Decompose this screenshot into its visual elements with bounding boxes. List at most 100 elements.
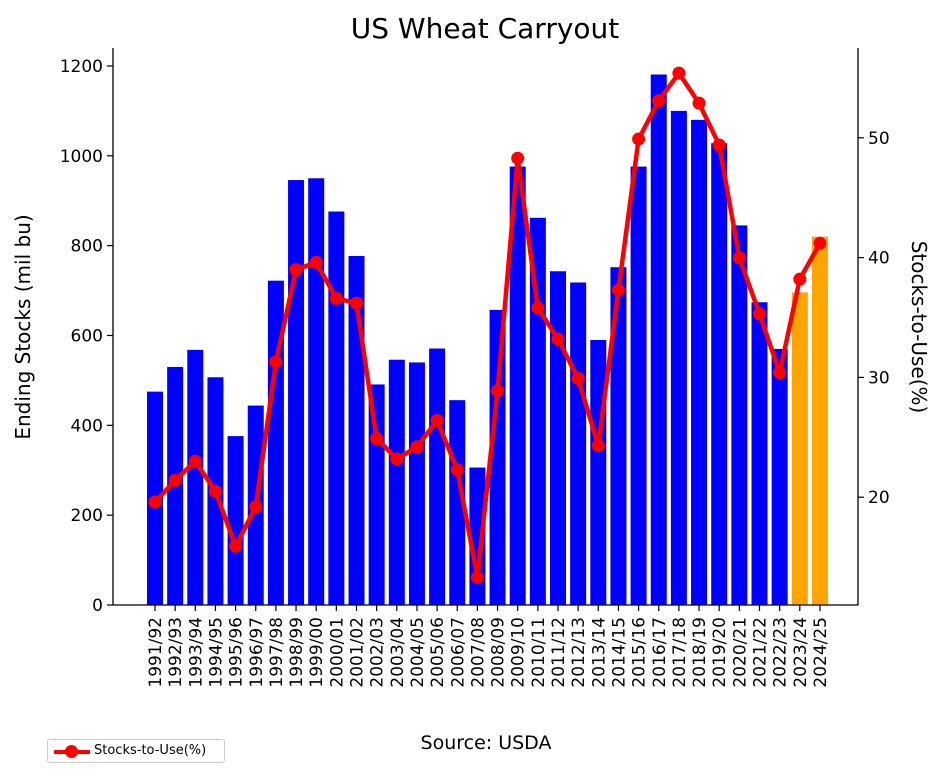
stocks-to-use-point-2012-13 xyxy=(571,372,585,386)
bar-2006-07 xyxy=(449,400,466,605)
bar-2021-22 xyxy=(751,302,768,605)
bar-2009-10 xyxy=(509,166,526,605)
stocks-to-use-point-2004-05 xyxy=(410,440,424,454)
left-ticks: 0 200 400 600 800 1000 1200 xyxy=(60,57,113,616)
stocks-to-use-point-2011-12 xyxy=(551,332,565,346)
x-tick-label: 2004/05 xyxy=(408,617,428,688)
x-tick-label: 2023/24 xyxy=(791,617,811,688)
stocks-to-use-point-1993-94 xyxy=(188,454,202,468)
stocks-to-use-point-1991-92 xyxy=(148,495,162,509)
stocks-to-use-point-2016-17 xyxy=(652,94,666,108)
stocks-to-use-point-2020-21 xyxy=(732,251,746,265)
x-tick-label: 2020/21 xyxy=(730,617,750,688)
x-tick-label: 2021/22 xyxy=(751,617,771,688)
left-tick-label: 400 xyxy=(71,416,103,436)
stocks-to-use-point-2000-01 xyxy=(329,291,343,305)
x-ticks: 1991/92 1992/93 1993/94 1994/95 1995/96 1996/… xyxy=(146,605,831,688)
x-tick-label: 1993/94 xyxy=(186,617,206,688)
x-tick-label: 2022/23 xyxy=(771,617,791,688)
x-tick-label: 2013/14 xyxy=(589,617,609,688)
bar-2014-15 xyxy=(610,267,627,605)
left-tick-label: 800 xyxy=(71,237,103,257)
stocks-to-use-point-2010-11 xyxy=(531,301,545,315)
stocks-to-use-point-2015-16 xyxy=(632,132,646,146)
bar-2017-18 xyxy=(670,110,687,606)
stocks-to-use-point-2006-07 xyxy=(450,463,464,477)
x-tick-label: 2002/03 xyxy=(368,617,388,688)
bar-2013-14 xyxy=(590,339,607,605)
axes xyxy=(112,48,859,606)
bar-2003-04 xyxy=(388,359,405,605)
right-tick-label: 20 xyxy=(868,488,890,508)
left-tick-label: 200 xyxy=(71,506,103,526)
stocks-to-use-point-2014-15 xyxy=(611,283,625,297)
legend-marker-swatch xyxy=(65,745,78,758)
stocks-to-use-point-2024-25 xyxy=(813,236,827,250)
x-tick-label: 2000/01 xyxy=(327,617,347,688)
chart-title: US Wheat Carryout xyxy=(351,12,620,45)
right-tick-label: 50 xyxy=(868,129,890,149)
x-tick-label: 1991/92 xyxy=(146,617,166,688)
x-tick-label: 2024/25 xyxy=(811,617,831,688)
legend: Stocks-to-Use(%) xyxy=(47,739,225,763)
bar-1995-96 xyxy=(227,436,244,605)
bar-1998-99 xyxy=(288,180,305,605)
bar-1993-94 xyxy=(187,349,204,605)
x-tick-label: 1995/96 xyxy=(227,617,247,688)
x-tick-label: 2012/13 xyxy=(569,617,589,688)
x-tick-label: 2009/10 xyxy=(509,617,529,688)
x-tick-label: 2001/02 xyxy=(348,617,368,688)
x-tick-label: 2008/09 xyxy=(489,617,509,688)
stocks-to-use-line xyxy=(153,70,822,580)
x-tick-label: 1997/98 xyxy=(267,617,287,688)
x-tick-label: 2014/15 xyxy=(609,617,629,688)
stocks-to-use-point-1992-93 xyxy=(168,473,182,487)
bar-2024-25 xyxy=(811,236,828,605)
stocks-to-use-point-2018-19 xyxy=(692,96,706,110)
stocks-to-use-point-2002-03 xyxy=(370,431,384,445)
legend-label: Stocks-to-Use(%) xyxy=(94,743,207,758)
bar-2018-19 xyxy=(691,119,708,605)
stocks-to-use-point-2022-23 xyxy=(773,366,787,380)
bar-2022-23 xyxy=(771,348,788,605)
stocks-to-use-point-1994-95 xyxy=(208,484,222,498)
bar-2020-21 xyxy=(731,225,748,605)
bar-2005-06 xyxy=(429,348,446,605)
x-tick-label: 2016/17 xyxy=(650,617,670,688)
x-tick-label: 2015/16 xyxy=(630,617,650,688)
bar-2002-03 xyxy=(368,384,385,605)
bars-layer xyxy=(147,74,828,606)
bar-2007-08 xyxy=(469,467,486,605)
source-note: Source: USDA xyxy=(420,732,552,754)
y-axis-label-right: Stocks-to-Use(%) xyxy=(907,241,931,414)
left-tick-label: 1200 xyxy=(60,57,103,77)
bar-2023-24 xyxy=(791,292,808,605)
stocks-to-use-point-1995-96 xyxy=(229,539,243,553)
stocks-to-use-point-2008-09 xyxy=(491,384,505,398)
x-tick-label: 2005/06 xyxy=(428,617,448,688)
bar-2008-09 xyxy=(489,309,506,605)
stocks-to-use-point-1999-00 xyxy=(309,255,323,269)
stocks-to-use-point-2007-08 xyxy=(470,570,484,584)
x-tick-label: 1996/97 xyxy=(247,617,267,688)
x-tick-label: 2010/11 xyxy=(529,617,549,688)
stocks-to-use-point-2003-04 xyxy=(390,452,404,466)
stocks-to-use-point-2017-18 xyxy=(672,66,686,80)
x-tick-label: 2006/07 xyxy=(448,617,468,688)
stocks-to-use-point-2001-02 xyxy=(350,296,363,310)
bar-2012-13 xyxy=(570,282,587,605)
line-layer xyxy=(148,66,827,584)
x-tick-label: 2018/19 xyxy=(690,617,710,688)
x-tick-label: 2003/04 xyxy=(388,617,408,688)
x-tick-label: 1994/95 xyxy=(206,617,226,688)
bar-2004-05 xyxy=(408,362,425,605)
right-tick-label: 30 xyxy=(868,368,890,388)
stocks-to-use-point-2009-10 xyxy=(511,151,525,165)
bar-2011-12 xyxy=(550,271,566,605)
stocks-to-use-point-2019-20 xyxy=(712,138,726,152)
stocks-to-use-point-2023-24 xyxy=(793,272,807,286)
x-tick-label: 1998/99 xyxy=(287,617,307,688)
y-axis-label-left: Ending Stocks (mil bu) xyxy=(11,214,35,439)
x-tick-label: 1992/93 xyxy=(166,617,186,688)
